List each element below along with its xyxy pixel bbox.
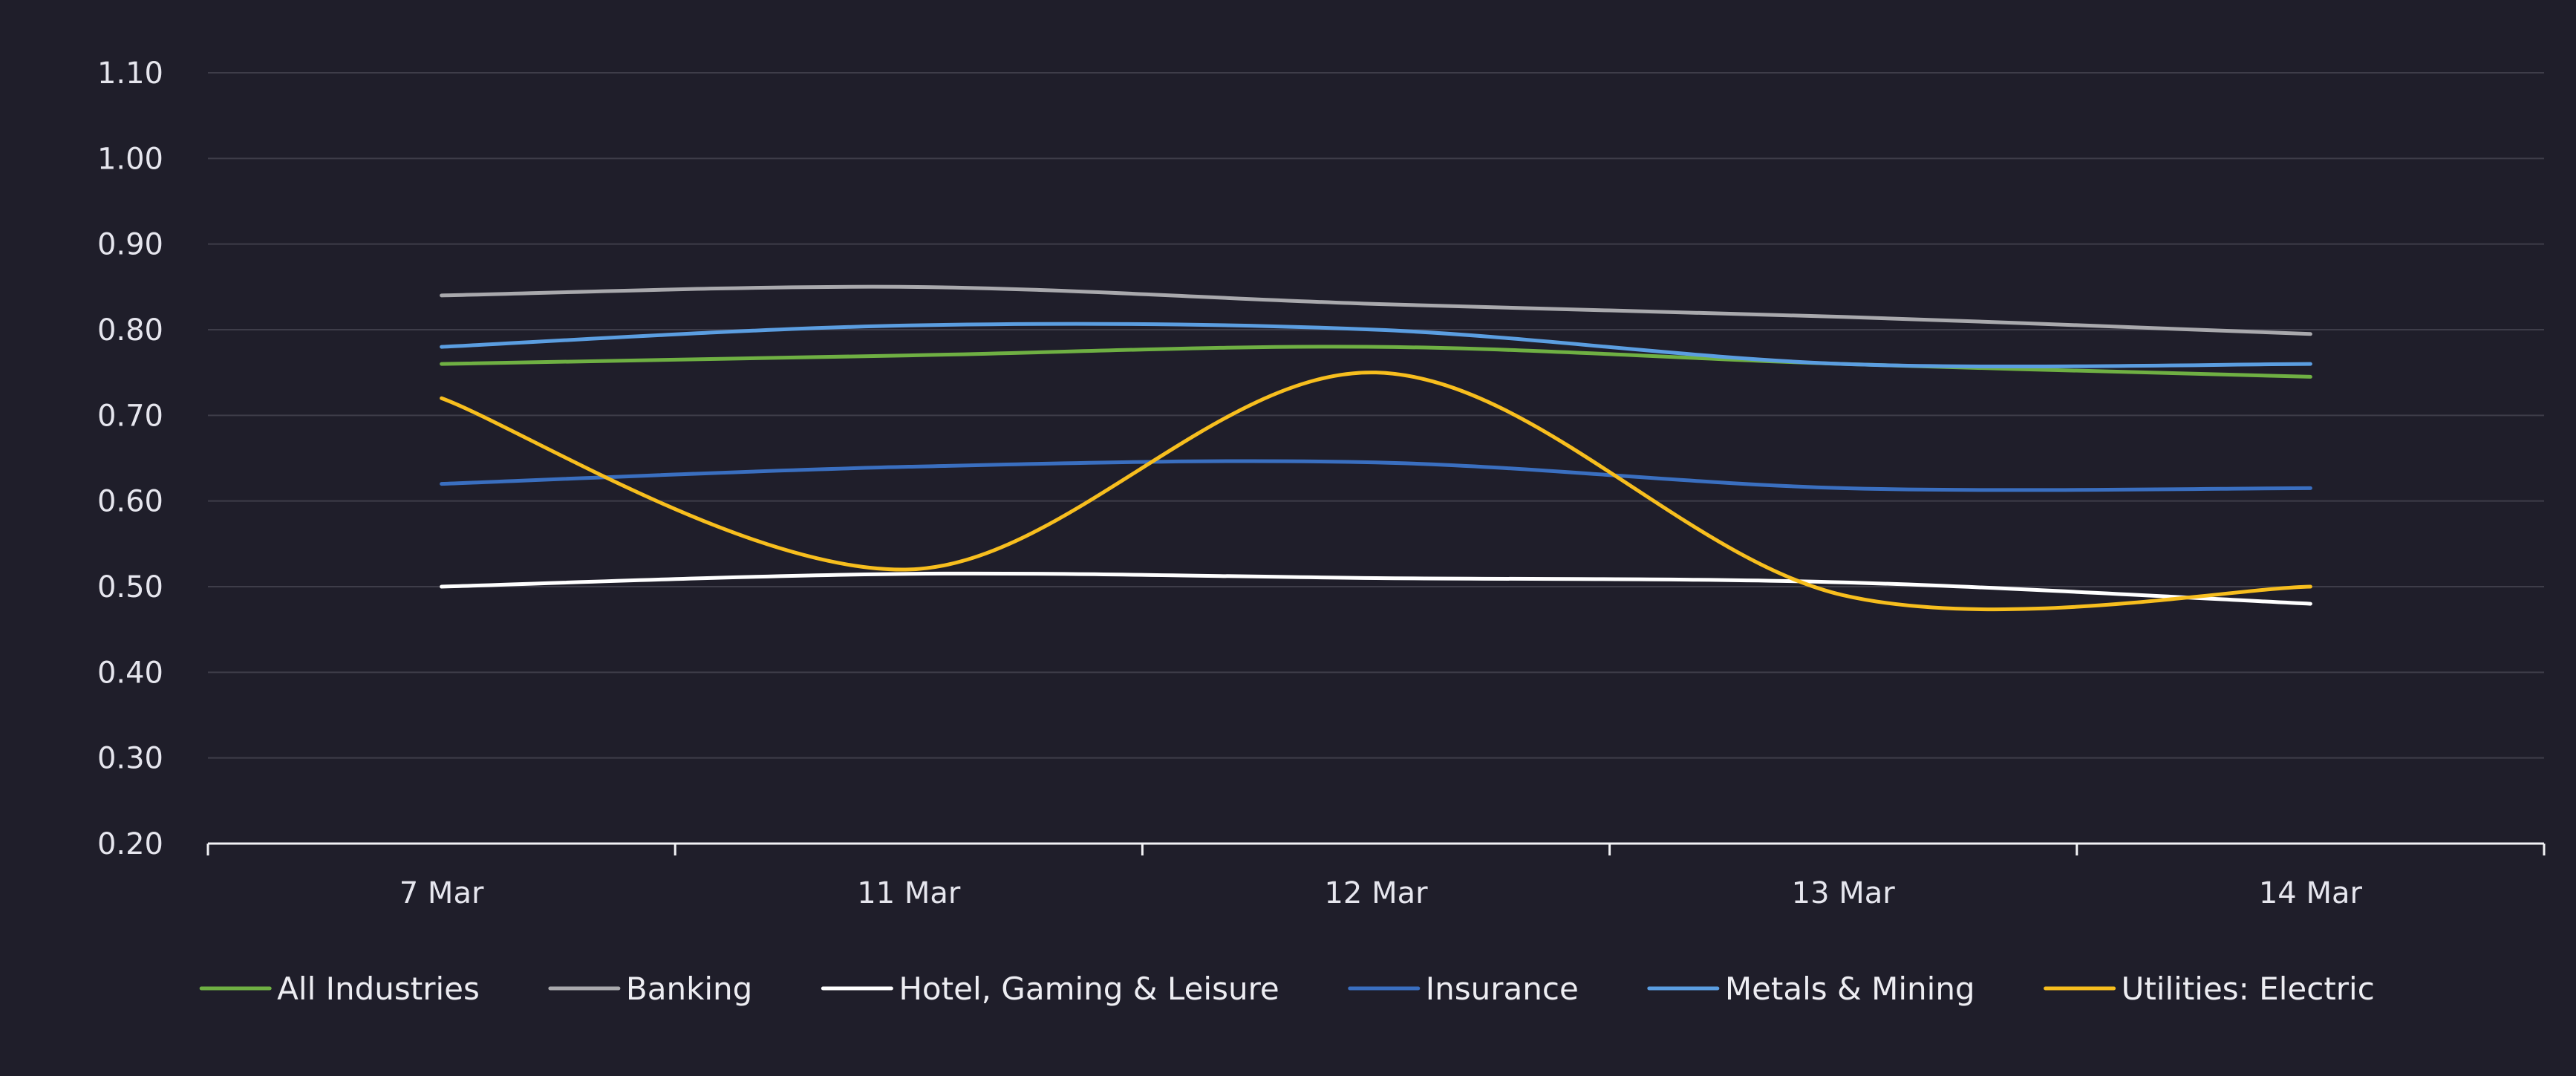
y-tick-label: 0.30 [97,742,163,776]
series-line-metals-mining [440,322,2312,369]
x-axis [206,842,2546,855]
legend-label: Banking [626,971,752,1007]
legend-item-all-industries: All Industries [199,971,480,1007]
y-tick-label: 0.70 [97,399,163,433]
y-tick-label: 1.10 [97,56,163,91]
legend-item-metals-mining: Metals & Mining [1647,971,1975,1007]
series-line-hotel-gaming-leisure [440,571,2312,606]
legend-label: Hotel, Gaming & Leisure [899,971,1279,1007]
legend-label: Metals & Mining [1725,971,1975,1007]
series-lines [440,284,2312,612]
gridlines [208,72,2544,759]
y-tick-label: 0.40 [97,656,163,690]
x-tick-label: 14 Mar [2259,876,2363,910]
legend-item-hotel-gaming-leisure: Hotel, Gaming & Leisure [821,971,1279,1007]
legend-label: All Industries [277,971,480,1007]
y-tick-label: 0.80 [97,313,163,348]
x-tick-label: 11 Mar [857,876,961,910]
y-tick-label: 0.60 [97,485,163,519]
legend-item-insurance: Insurance [1348,971,1579,1007]
series-line-utilities-electric [440,371,2312,612]
x-axis-tick-labels: 7 Mar 11 Mar 12 Mar 13 Mar 14 Mar [400,876,2363,910]
legend-label: Insurance [1426,971,1579,1007]
x-tick-label: 7 Mar [400,876,484,910]
y-tick-label: 0.50 [97,570,163,604]
series-line-banking [440,284,2312,336]
series-line-all-industries [440,345,2312,379]
series-line-insurance [440,459,2312,492]
y-tick-label: 0.20 [97,827,163,861]
legend-label: Utilities: Electric [2122,971,2375,1007]
y-tick-label: 1.00 [97,142,163,176]
x-tick-label: 12 Mar [1324,876,1428,910]
legend-item-utilities-electric: Utilities: Electric [2044,971,2375,1007]
legend: All Industries Banking Hotel, Gaming & Lei… [199,971,2375,1007]
x-tick-label: 13 Mar [1792,876,1896,910]
y-axis-tick-labels: 0.20 0.30 0.40 0.50 0.60 0.70 0.80 0.90 1.00 1.10 [97,56,163,861]
legend-item-banking: Banking [548,971,752,1007]
y-tick-label: 0.90 [97,228,163,262]
